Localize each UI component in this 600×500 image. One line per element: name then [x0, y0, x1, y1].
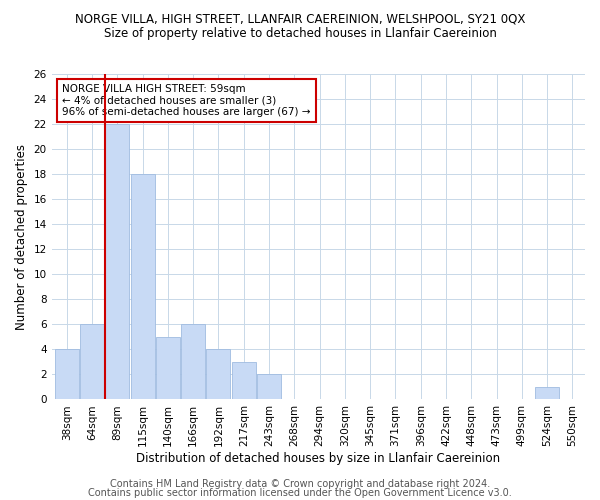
Bar — [106, 124, 130, 400]
Bar — [232, 362, 256, 400]
Text: Contains HM Land Registry data © Crown copyright and database right 2024.: Contains HM Land Registry data © Crown c… — [110, 479, 490, 489]
Bar — [535, 387, 559, 400]
Bar — [206, 350, 230, 400]
Text: NORGE VILLA, HIGH STREET, LLANFAIR CAEREINION, WELSHPOOL, SY21 0QX: NORGE VILLA, HIGH STREET, LLANFAIR CAERE… — [75, 12, 525, 26]
Text: NORGE VILLA HIGH STREET: 59sqm
← 4% of detached houses are smaller (3)
96% of se: NORGE VILLA HIGH STREET: 59sqm ← 4% of d… — [62, 84, 311, 117]
Bar — [156, 337, 180, 400]
Bar — [55, 350, 79, 400]
Text: Contains public sector information licensed under the Open Government Licence v3: Contains public sector information licen… — [88, 488, 512, 498]
Bar — [257, 374, 281, 400]
X-axis label: Distribution of detached houses by size in Llanfair Caereinion: Distribution of detached houses by size … — [136, 452, 500, 465]
Text: Size of property relative to detached houses in Llanfair Caereinion: Size of property relative to detached ho… — [104, 28, 496, 40]
Y-axis label: Number of detached properties: Number of detached properties — [15, 144, 28, 330]
Bar — [131, 174, 155, 400]
Bar — [80, 324, 104, 400]
Bar — [181, 324, 205, 400]
